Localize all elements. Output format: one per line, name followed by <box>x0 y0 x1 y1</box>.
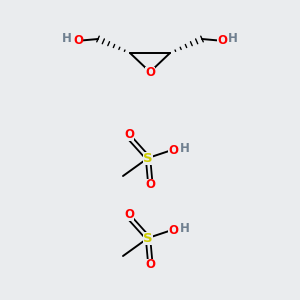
Text: O: O <box>168 143 178 157</box>
Text: O: O <box>145 178 155 191</box>
Text: H: H <box>180 142 190 154</box>
Text: O: O <box>124 208 134 220</box>
Text: S: S <box>143 152 153 164</box>
Text: O: O <box>124 128 134 140</box>
Text: H: H <box>180 221 190 235</box>
Text: O: O <box>145 67 155 80</box>
Text: O: O <box>217 34 227 47</box>
Text: H: H <box>62 32 72 46</box>
Text: O: O <box>73 34 83 47</box>
Text: O: O <box>145 259 155 272</box>
Text: S: S <box>143 232 153 244</box>
Text: H: H <box>228 32 238 46</box>
Text: O: O <box>168 224 178 236</box>
